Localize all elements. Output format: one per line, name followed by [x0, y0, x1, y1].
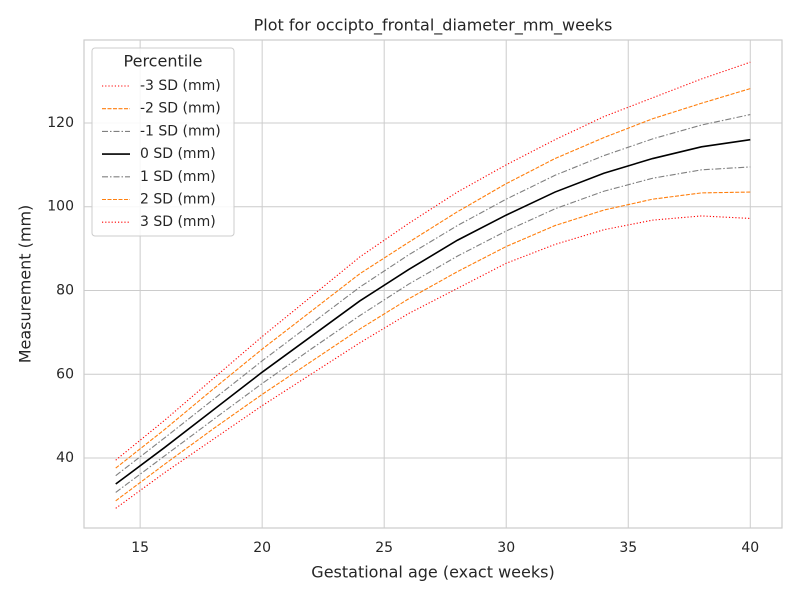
legend: Percentile -3 SD (mm) -2 SD (mm) -1 SD (mm…: [91, 47, 235, 237]
chart-title: Plot for occipto_frontal_diameter_mm_wee…: [254, 16, 613, 36]
series-line: [115, 166, 751, 493]
x-axis-label: Gestational age (exact weeks): [311, 563, 554, 582]
y-tick-label: 80: [56, 282, 74, 298]
legend-label: 0 SD (mm): [140, 146, 216, 162]
legend-label: -1 SD (mm): [140, 123, 221, 139]
y-tick-label: 100: [47, 199, 74, 215]
x-tick-label: 30: [497, 540, 515, 556]
series-line: [115, 61, 751, 461]
legend-label: -2 SD (mm): [140, 101, 221, 117]
legend-label: 2 SD (mm): [140, 192, 216, 208]
legend-label: 3 SD (mm): [140, 214, 216, 230]
y-tick-label: 120: [47, 115, 74, 131]
x-tick-label: 15: [131, 540, 149, 556]
series-line: [115, 191, 751, 502]
series-line: [115, 114, 751, 477]
y-tick-label: 40: [56, 450, 74, 466]
series-line: [115, 138, 751, 485]
legend-title: Percentile: [124, 52, 203, 71]
y-tick-label: 60: [56, 366, 74, 382]
x-tick-label: 20: [253, 540, 271, 556]
y-axis-label: Measurement (mm): [16, 205, 35, 364]
legend-label: -3 SD (mm): [140, 78, 221, 94]
series-line: [115, 88, 751, 469]
x-tick-label: 40: [741, 540, 759, 556]
legend-box: [91, 47, 235, 237]
x-tick-label: 35: [619, 540, 637, 556]
x-tick-label: 25: [375, 540, 393, 556]
legend-label: 1 SD (mm): [140, 169, 216, 185]
lines: [115, 61, 751, 509]
